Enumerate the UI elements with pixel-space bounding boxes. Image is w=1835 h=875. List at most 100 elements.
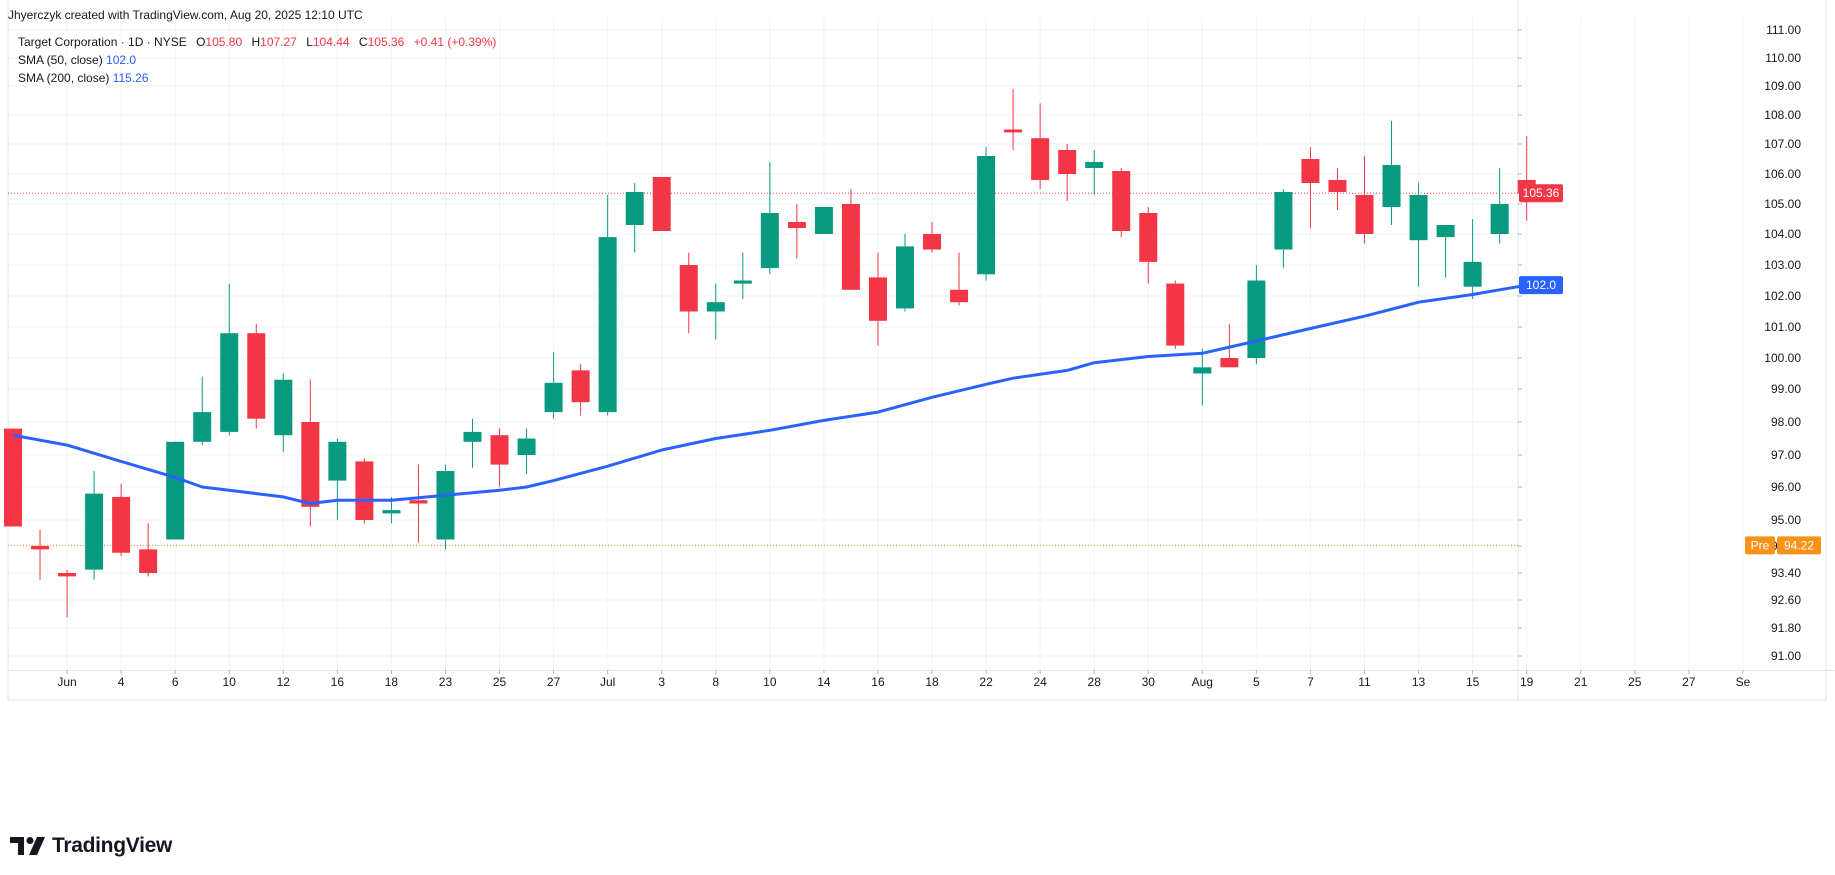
candle-body xyxy=(1220,358,1239,368)
candle xyxy=(274,373,293,452)
candle-body xyxy=(1409,195,1428,241)
candle xyxy=(1517,136,1536,221)
premarket-label-bg xyxy=(1745,536,1775,555)
candle xyxy=(895,234,914,312)
candle xyxy=(652,177,671,231)
candle xyxy=(814,207,833,234)
candle-body xyxy=(85,493,104,570)
candle-body xyxy=(436,471,455,540)
candle-body xyxy=(355,461,374,520)
candle-body xyxy=(220,333,239,432)
tradingview-logo-icon xyxy=(10,837,45,855)
candle-body xyxy=(895,246,914,309)
candle xyxy=(409,464,428,543)
x-tick-label: 10 xyxy=(763,675,777,689)
y-tick-label: 108.00 xyxy=(1764,108,1801,122)
candle-body xyxy=(382,510,401,514)
y-tick-label: 102.00 xyxy=(1764,289,1801,303)
x-tick-label: 8 xyxy=(712,675,719,689)
candle xyxy=(1355,156,1374,244)
candle xyxy=(679,252,698,334)
candle-body xyxy=(1031,138,1050,180)
high-label: H xyxy=(251,35,261,49)
candle-body xyxy=(1085,162,1104,168)
y-tick-label: 95.00 xyxy=(1771,513,1801,527)
candle xyxy=(1436,225,1455,278)
y-tick-label: 93.40 xyxy=(1771,566,1801,580)
y-tick-label: 100.00 xyxy=(1764,351,1801,365)
x-tick-label: 25 xyxy=(1628,675,1642,689)
x-tick-label: 18 xyxy=(925,675,939,689)
candle-body xyxy=(301,422,320,507)
chart-axes xyxy=(7,0,1835,701)
x-axis-ticks: Jun 4 6 10 12 16 18 23 25 27 Jul 3 8 10 14 16 18 22 24 28 30… xyxy=(57,670,1751,689)
x-tick-label: Jun xyxy=(57,675,76,689)
candle xyxy=(166,441,185,540)
candle xyxy=(517,428,536,475)
x-tick-label: 21 xyxy=(1574,675,1588,689)
candle-body xyxy=(1247,280,1266,358)
y-tick-label: 110.00 xyxy=(1765,51,1801,65)
candle xyxy=(923,222,942,253)
high-value: 107.27 xyxy=(260,35,297,49)
candle xyxy=(139,523,158,577)
candle xyxy=(950,252,969,306)
candle xyxy=(841,189,860,290)
y-tick-label: 105.00 xyxy=(1764,197,1801,211)
candle-body xyxy=(463,431,482,442)
candle xyxy=(706,283,725,340)
candle xyxy=(625,183,644,253)
candle-body xyxy=(598,237,617,413)
candle xyxy=(1139,207,1158,284)
x-tick-label: 27 xyxy=(547,675,561,689)
candle xyxy=(1301,147,1320,228)
candle-body xyxy=(625,192,644,225)
y-tick-label: 99.00 xyxy=(1771,382,1801,396)
candle xyxy=(193,376,212,446)
candle xyxy=(787,204,806,259)
y-tick-label: 111.00 xyxy=(1766,23,1801,37)
candle xyxy=(1490,168,1509,244)
candle xyxy=(220,283,239,436)
x-tick-label: 7 xyxy=(1307,675,1314,689)
tradingview-logo[interactable]: TradingView xyxy=(10,834,172,858)
x-tick-label: 10 xyxy=(223,675,237,689)
price-badges: 105.36 102.0 Pre 94.22 xyxy=(1519,184,1821,555)
candle xyxy=(760,162,779,275)
candle xyxy=(1031,103,1050,189)
candle xyxy=(1112,168,1131,238)
candle-body xyxy=(1355,195,1374,234)
candle-body xyxy=(409,500,428,504)
candle-body xyxy=(679,265,698,312)
candle xyxy=(1058,144,1077,201)
candle xyxy=(1166,280,1185,349)
candle-body xyxy=(733,280,752,284)
candle xyxy=(1382,120,1401,225)
candle-body xyxy=(328,441,347,481)
candle-body xyxy=(1382,165,1401,207)
x-tick-label: 3 xyxy=(658,675,665,689)
x-tick-label: 16 xyxy=(871,675,885,689)
sma200-row: SMA (200, close) 115.26 xyxy=(18,69,496,87)
candle xyxy=(1409,183,1428,287)
x-tick-label: 15 xyxy=(1466,675,1480,689)
candle xyxy=(571,364,590,416)
tradingview-brand: TradingView xyxy=(52,834,173,857)
candle xyxy=(598,195,617,416)
candle-body xyxy=(868,277,887,321)
candle-body xyxy=(1301,159,1320,183)
y-tick-label: 103.00 xyxy=(1764,258,1801,272)
sma50-line xyxy=(12,283,1527,505)
candle xyxy=(1220,323,1239,368)
candle-body xyxy=(490,435,509,465)
candle xyxy=(85,471,104,580)
x-tick-label: Se xyxy=(1736,675,1751,689)
candle-body xyxy=(4,428,22,527)
x-tick-label: 5 xyxy=(1253,675,1260,689)
candle xyxy=(1247,265,1266,365)
x-tick-label: 24 xyxy=(1033,675,1047,689)
candle xyxy=(1193,348,1212,406)
candle-body xyxy=(1004,129,1023,133)
y-tick-label: 96.00 xyxy=(1771,480,1801,494)
